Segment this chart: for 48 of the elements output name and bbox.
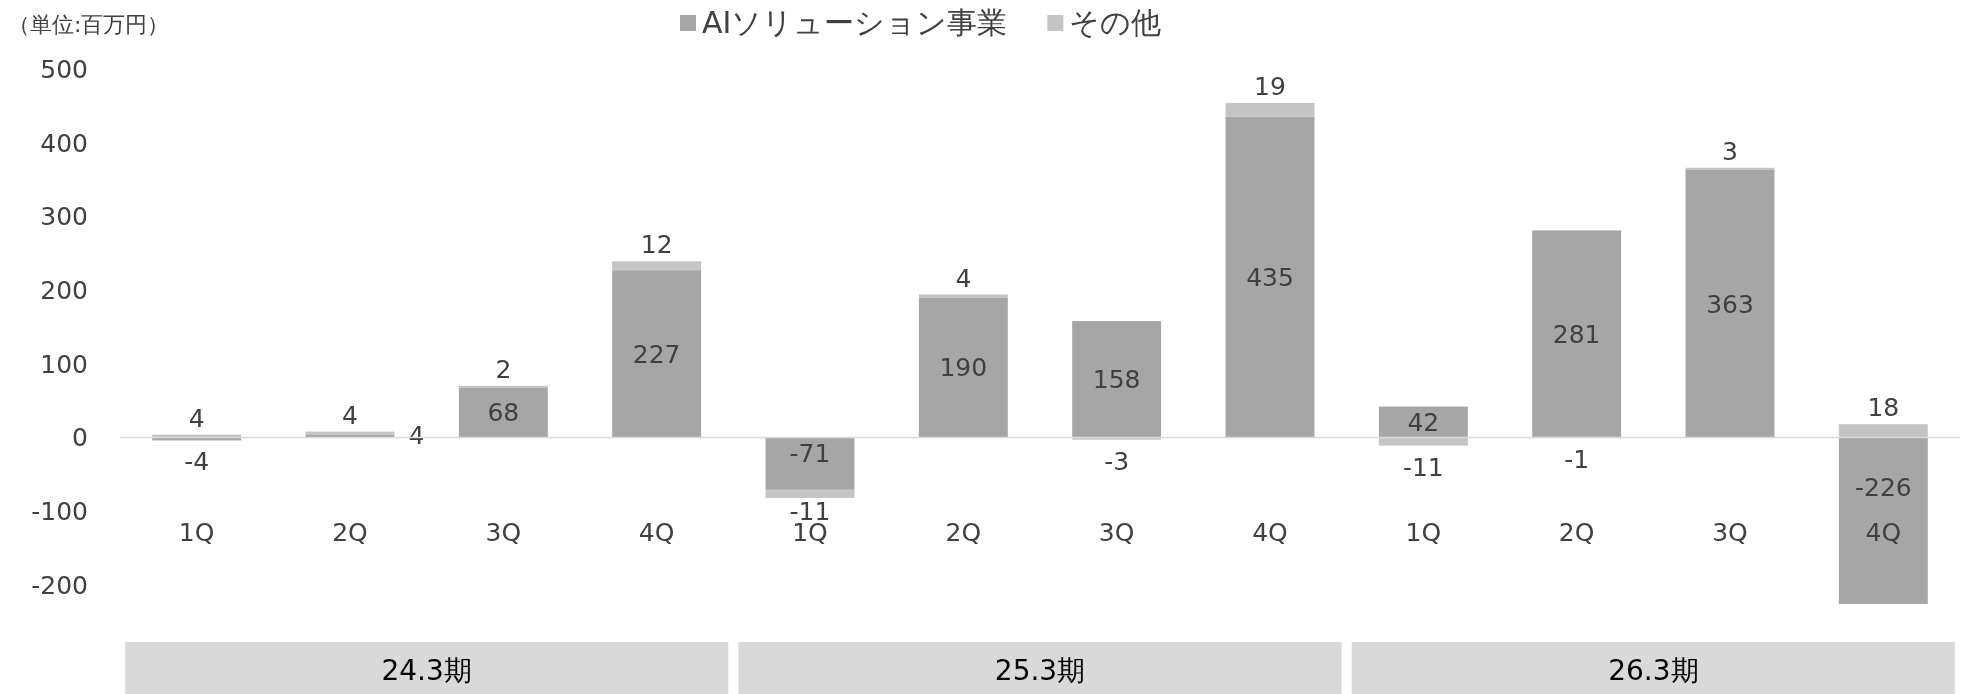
x-tick-label: 3Q bbox=[1712, 518, 1748, 547]
data-label: -71 bbox=[789, 439, 831, 469]
data-label: -4 bbox=[184, 447, 210, 477]
data-label: 68 bbox=[487, 398, 520, 428]
y-tick-label: -200 bbox=[31, 570, 88, 600]
data-label: 190 bbox=[939, 353, 988, 383]
y-tick-label: 400 bbox=[40, 128, 88, 158]
data-label: -1 bbox=[1564, 445, 1590, 475]
data-label: 281 bbox=[1552, 319, 1601, 349]
data-label: 3 bbox=[1722, 136, 1738, 166]
data-label: 4 bbox=[342, 400, 358, 430]
data-label: -3 bbox=[1104, 446, 1130, 476]
data-label: 42 bbox=[1407, 408, 1440, 438]
x-tick-label: 4Q bbox=[1865, 518, 1902, 547]
text: 25.3期 bbox=[994, 654, 1086, 687]
y-tick-label: 0 bbox=[72, 423, 88, 453]
x-tick-label: 4Q bbox=[638, 518, 675, 547]
y-axis-title: （単位:百万円） bbox=[8, 12, 170, 37]
data-label: 363 bbox=[1706, 289, 1754, 319]
x-tick-label: 2Q bbox=[945, 518, 982, 547]
x-tick-label: 4Q bbox=[1252, 518, 1288, 547]
text: 24.3期 bbox=[381, 654, 472, 687]
x-tick-label: 2Q bbox=[1558, 518, 1595, 547]
data-label: 18 bbox=[1867, 393, 1900, 423]
x-tick-label: 2Q bbox=[332, 518, 368, 547]
data-label: 12 bbox=[640, 230, 673, 260]
x-tick-label: 1Q bbox=[178, 518, 215, 547]
x-tick-label: 3Q bbox=[485, 518, 522, 547]
y-tick-label: 200 bbox=[40, 276, 88, 306]
data-label: -226 bbox=[1854, 473, 1912, 503]
data-label: -11 bbox=[1402, 452, 1444, 482]
y-tick-label: 300 bbox=[40, 202, 88, 232]
y-tick-label: -100 bbox=[31, 497, 88, 527]
legend-label: その他 bbox=[1069, 5, 1162, 40]
y-tick-label: 500 bbox=[40, 55, 88, 84]
data-label: 227 bbox=[632, 339, 681, 369]
data-label: 435 bbox=[1246, 263, 1294, 293]
legend-label: AIソリューション事業 bbox=[702, 5, 1008, 40]
data-label: 4 bbox=[408, 420, 425, 450]
data-label: 2 bbox=[495, 354, 512, 384]
data-label: 19 bbox=[1254, 71, 1286, 101]
text: 26.3期 bbox=[1608, 654, 1699, 687]
data-label: 158 bbox=[1092, 365, 1141, 395]
x-tick-label: 3Q bbox=[1098, 518, 1135, 547]
data-label: 4 bbox=[955, 263, 972, 293]
y-tick-label: 100 bbox=[40, 349, 88, 379]
data-label: 4 bbox=[188, 403, 205, 433]
x-tick-label: 1Q bbox=[1405, 518, 1442, 547]
